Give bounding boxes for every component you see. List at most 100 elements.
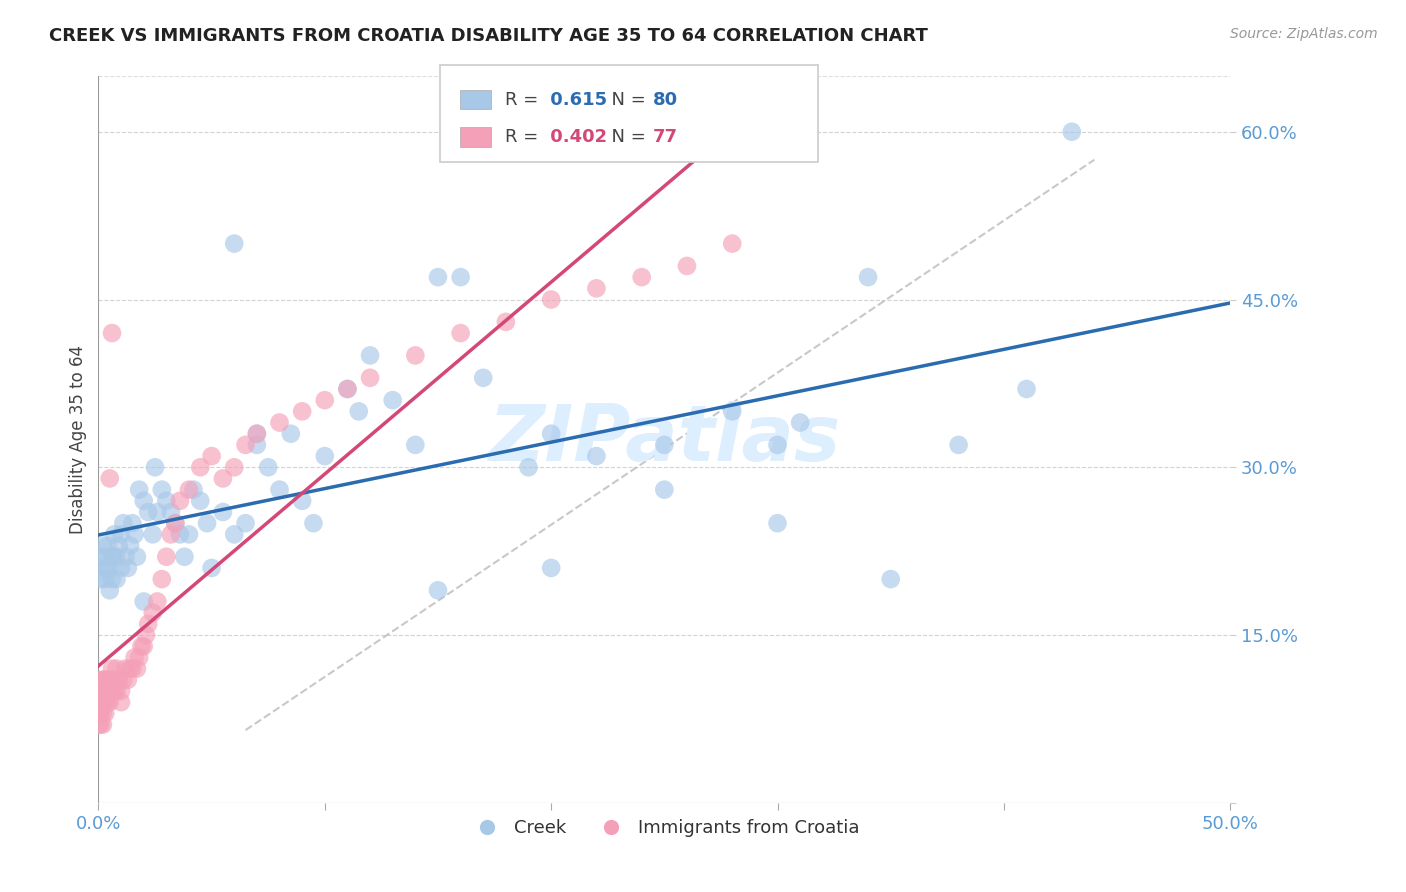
Point [257, 460, 280, 475]
Point [90, 695, 112, 709]
Point [120, 539, 142, 553]
Point [381, 393, 404, 408]
Point [495, 315, 517, 329]
Point [359, 371, 381, 385]
Point [110, 684, 132, 698]
Point [101, 326, 124, 340]
Point [98, 673, 121, 687]
Point [280, 426, 302, 441]
Point [427, 270, 450, 285]
Point [201, 561, 224, 575]
Point [117, 673, 139, 687]
Point [212, 471, 235, 485]
Point [91, 684, 114, 698]
Point [105, 549, 128, 564]
Point [155, 549, 177, 564]
Point [110, 695, 132, 709]
Point [195, 516, 218, 531]
Point [121, 516, 143, 531]
Point [94, 706, 117, 721]
Point [789, 416, 811, 430]
Point [165, 516, 187, 531]
Text: N =: N = [600, 91, 652, 109]
Point [89, 706, 111, 721]
Point [105, 572, 128, 586]
Point [652, 438, 676, 452]
Point [103, 684, 125, 698]
Text: CREEK VS IMMIGRANTS FROM CROATIA DISABILITY AGE 35 TO 64 CORRELATION CHART: CREEK VS IMMIGRANTS FROM CROATIA DISABIL… [49, 27, 928, 45]
Point [114, 549, 136, 564]
Text: 77: 77 [652, 128, 678, 146]
Point [404, 438, 426, 452]
Point [224, 460, 246, 475]
Point [160, 505, 183, 519]
Point [110, 527, 132, 541]
Point [188, 493, 211, 508]
Point [124, 527, 146, 541]
Point [856, 270, 879, 285]
Point [101, 549, 124, 564]
Point [110, 561, 132, 575]
Point [150, 572, 173, 586]
Point [96, 673, 118, 687]
Point [246, 426, 269, 441]
Point [101, 684, 124, 698]
Point [1015, 382, 1038, 396]
Point [630, 270, 652, 285]
Point [96, 695, 118, 709]
Legend: Creek, Immigrants from Croatia: Creek, Immigrants from Croatia [461, 813, 868, 845]
Point [212, 505, 235, 519]
Point [94, 549, 117, 564]
Point [585, 281, 607, 295]
Point [169, 493, 191, 508]
Point [103, 673, 125, 687]
Point [89, 695, 111, 709]
Point [291, 404, 314, 418]
Point [128, 650, 150, 665]
Point [404, 348, 426, 362]
Point [87, 706, 110, 721]
Point [114, 662, 136, 676]
Point [766, 438, 789, 452]
Point [183, 483, 205, 497]
Point [150, 483, 173, 497]
Point [143, 460, 166, 475]
Point [94, 695, 117, 709]
Point [91, 539, 114, 553]
Point [1060, 125, 1083, 139]
Point [98, 583, 121, 598]
Point [120, 662, 142, 676]
Text: R =: R = [505, 128, 544, 146]
Point [165, 516, 187, 531]
Point [90, 572, 112, 586]
Point [101, 662, 124, 676]
Text: 80: 80 [652, 91, 678, 109]
Point [89, 695, 111, 709]
Point [880, 572, 903, 586]
Text: Source: ZipAtlas.com: Source: ZipAtlas.com [1230, 27, 1378, 41]
Point [314, 449, 336, 463]
Point [676, 259, 699, 273]
Point [98, 561, 121, 575]
Point [450, 326, 472, 340]
Point [177, 483, 200, 497]
Point [94, 673, 117, 687]
Point [336, 382, 359, 396]
Point [89, 684, 111, 698]
Point [132, 639, 155, 653]
Point [135, 628, 157, 642]
Point [721, 236, 744, 251]
Point [103, 527, 125, 541]
Point [91, 673, 114, 687]
Point [201, 449, 224, 463]
Point [90, 673, 112, 687]
Point [136, 505, 159, 519]
Point [246, 438, 269, 452]
Point [336, 382, 359, 396]
Point [142, 527, 165, 541]
Point [132, 493, 155, 508]
Point [540, 293, 562, 307]
Point [107, 673, 129, 687]
Text: R =: R = [505, 91, 544, 109]
Point [132, 594, 155, 608]
